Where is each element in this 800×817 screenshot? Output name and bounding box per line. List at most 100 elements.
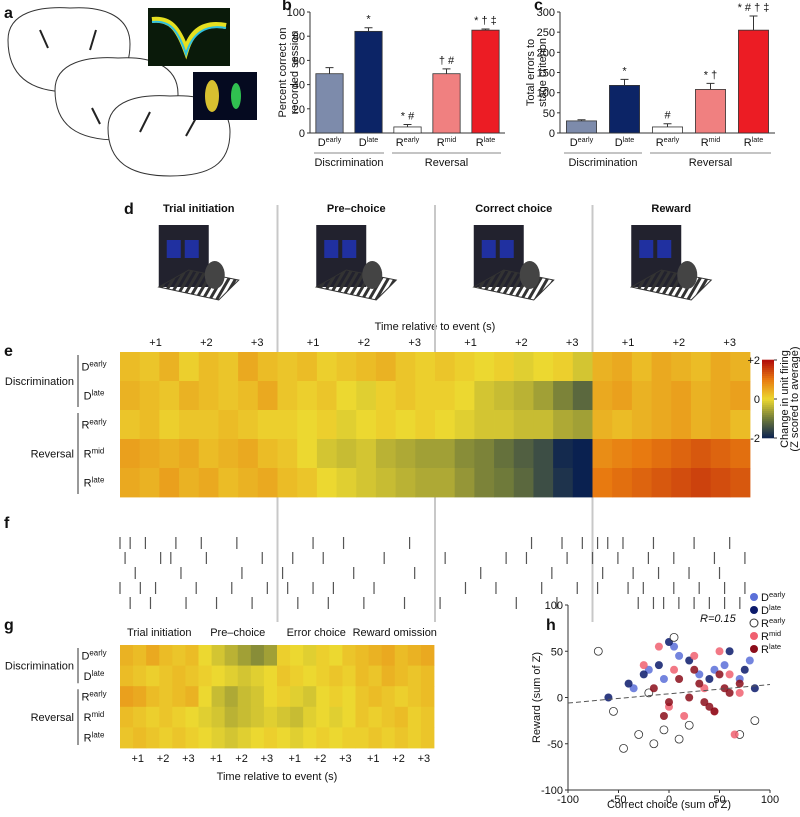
scatter-point [685, 656, 694, 665]
heatmap-cell [263, 727, 278, 749]
x-tick-label: +3 [723, 337, 736, 349]
x-tick-label: +1 [210, 753, 223, 765]
colorbar-step [762, 404, 774, 408]
panel-label: f [4, 515, 10, 532]
heatmap-cell [710, 468, 731, 498]
heatmap-cell [572, 352, 593, 382]
chamber-window [639, 240, 654, 258]
heatmap-cell [612, 468, 633, 498]
significance-label: # [664, 110, 671, 122]
heatmap-cell [211, 706, 226, 728]
heatmap-cell [592, 352, 613, 382]
heatmap-cell [592, 439, 613, 469]
error-bar [325, 67, 334, 74]
heatmap-cell [395, 439, 416, 469]
y-axis-label: Total errors tostage criterion [525, 38, 549, 107]
heatmap-cell [172, 706, 186, 728]
heatmap-cell [407, 727, 422, 749]
error-bar [577, 119, 586, 121]
colorbar-step [762, 363, 774, 367]
heatmap-cell [381, 686, 396, 708]
heatmap-cell [263, 706, 278, 728]
event-label: Error choice [287, 627, 346, 639]
panel-label: b [282, 0, 292, 14]
event-label: Trial initiation [127, 627, 191, 639]
significance-label: * [622, 65, 627, 77]
event-label: Pre–choice [210, 627, 265, 639]
row-label: Dearly [81, 360, 106, 374]
heatmap-cell [435, 468, 456, 498]
heatmap-cell [218, 439, 239, 469]
x-tick-label: 50 [713, 794, 725, 806]
heatmap-cell [730, 468, 751, 498]
heatmap-cell [342, 706, 356, 728]
rat [362, 261, 383, 289]
colorbar-step [762, 412, 774, 415]
scatter-point [710, 665, 719, 674]
scatter-point [725, 647, 734, 656]
heatmap-cell [329, 665, 343, 687]
panel-label: h [546, 617, 556, 634]
scatter-point [720, 661, 729, 670]
colorbar-step [762, 422, 774, 425]
scatter-point [609, 706, 618, 716]
heatmap-cell [513, 352, 534, 382]
scatter-point [604, 693, 613, 702]
scatter-point [720, 684, 729, 693]
y-tick-label: -100 [541, 785, 563, 797]
heatmap-cell [257, 439, 278, 469]
chamber-window [166, 240, 181, 258]
heatmap-cell [407, 686, 422, 708]
colorbar-step [762, 433, 774, 437]
scatter-point [659, 712, 668, 720]
heatmap-cell [185, 686, 199, 708]
heatmap-cell [120, 381, 141, 411]
scatter-point [670, 642, 679, 651]
heatmap-cell [375, 410, 397, 440]
row-label-sup: early [89, 690, 106, 699]
heatmap-cell [420, 686, 435, 708]
heatmap-cell [198, 352, 219, 382]
x-tick-label: +3 [408, 337, 421, 349]
heatmap-cell [316, 410, 337, 440]
heatmap-cell [316, 706, 330, 728]
category-label-sup: late [484, 135, 496, 144]
significance-label: * † ‡ [474, 15, 497, 27]
bar [695, 89, 726, 134]
colorbar-step [762, 429, 774, 433]
y-tick-label: 0 [557, 693, 563, 705]
heatmap-cell [420, 665, 435, 687]
scatter-point [680, 712, 689, 720]
scatter-point [654, 661, 663, 670]
heatmap-cell [290, 645, 304, 666]
heatmap-cell [454, 468, 475, 498]
heatmap-cell [139, 468, 160, 498]
category-label-base: R [476, 137, 484, 149]
y-axis-label: Reward (sum of Z) [531, 652, 543, 743]
heatmap-cell [355, 665, 369, 687]
colorbar-tick-label: +2 [747, 355, 760, 367]
y-tick-label: 300 [537, 7, 555, 19]
legend-label-sup: late [769, 603, 781, 612]
scatter-point [750, 716, 760, 726]
heatmap-cell [394, 706, 409, 728]
colorbar-step [762, 414, 774, 417]
category-label-sup: early [578, 135, 594, 144]
legend-label-base: D [761, 605, 769, 617]
category-label: Rmid [701, 135, 721, 149]
heatmap-cell [612, 410, 633, 440]
heatmap-cell [631, 352, 652, 382]
heatmap-cell [572, 410, 593, 440]
category-label: Rlate [744, 135, 764, 149]
heatmap-cell [277, 645, 291, 666]
y-tick-label: 200 [537, 47, 555, 59]
heatmap-cell [553, 352, 574, 382]
panel-label: a [4, 5, 13, 22]
colorbar-step [762, 390, 774, 394]
row-label-base: D [81, 362, 89, 374]
heatmap-cell [159, 381, 180, 411]
row-label: Rmid [84, 710, 105, 724]
category-label-sup: mid [445, 135, 457, 144]
chamber-window [657, 240, 672, 258]
heatmap-cell [224, 665, 239, 687]
